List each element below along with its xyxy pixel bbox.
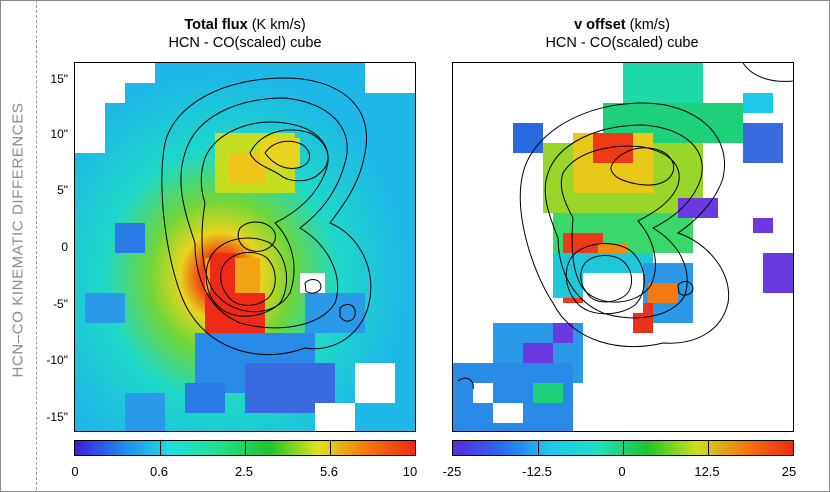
v-offset-map-svg	[453, 63, 793, 431]
right-cbar-label-1: -12.5	[522, 464, 552, 479]
colorbar-tick	[623, 441, 624, 455]
right-title-main: v offset	[574, 17, 626, 33]
left-cbar-label-4: 10	[402, 464, 418, 479]
v-offset-colorbar	[452, 440, 794, 456]
colorbar-tick	[708, 441, 709, 455]
colorbar-tick	[330, 441, 331, 455]
sidebar-divider	[36, 0, 37, 490]
total-flux-colorbar	[74, 440, 416, 456]
left-cbar-label-0: 0	[71, 464, 79, 479]
left-title-unit: (K km/s)	[247, 17, 306, 33]
v-offset-map	[452, 62, 794, 432]
left-cbar-label-1: 0.6	[149, 464, 169, 479]
sidebar-label: HCN–CO KINEMATIC DIFFERENCES	[9, 102, 27, 378]
y-tick-10: 10"	[50, 127, 68, 141]
total-flux-map-svg	[75, 63, 415, 431]
total-flux-map	[74, 62, 416, 432]
y-tick-15: 15"	[50, 72, 68, 86]
right-panel-title: v offset (km/s) HCN - CO(scaled) cube	[452, 16, 792, 52]
left-title-main: Total flux	[184, 17, 248, 33]
right-cbar-label-3: 12.5	[694, 464, 720, 479]
y-tick-5: 5"	[57, 183, 68, 197]
left-subtitle: HCN - CO(scaled) cube	[168, 35, 322, 51]
y-tick-minus5: -5"	[53, 297, 68, 311]
right-subtitle: HCN - CO(scaled) cube	[545, 35, 699, 51]
colorbar-tick	[538, 441, 539, 455]
left-cbar-label-2: 2.5	[234, 464, 254, 479]
right-cbar-label-4: 25	[781, 464, 797, 479]
y-tick-minus15: -15"	[46, 410, 68, 424]
right-title-unit: (km/s)	[625, 17, 670, 33]
right-cbar-label-0: -25	[442, 464, 462, 479]
colorbar-tick	[160, 441, 161, 455]
left-panel-title: Total flux (K km/s) HCN - CO(scaled) cub…	[75, 16, 415, 52]
left-cbar-label-3: 5.6	[319, 464, 339, 479]
colorbar-tick	[245, 441, 246, 455]
y-tick-minus10: -10"	[46, 353, 68, 367]
right-cbar-label-2: 0	[618, 464, 626, 479]
y-tick-0: 0	[61, 240, 68, 254]
